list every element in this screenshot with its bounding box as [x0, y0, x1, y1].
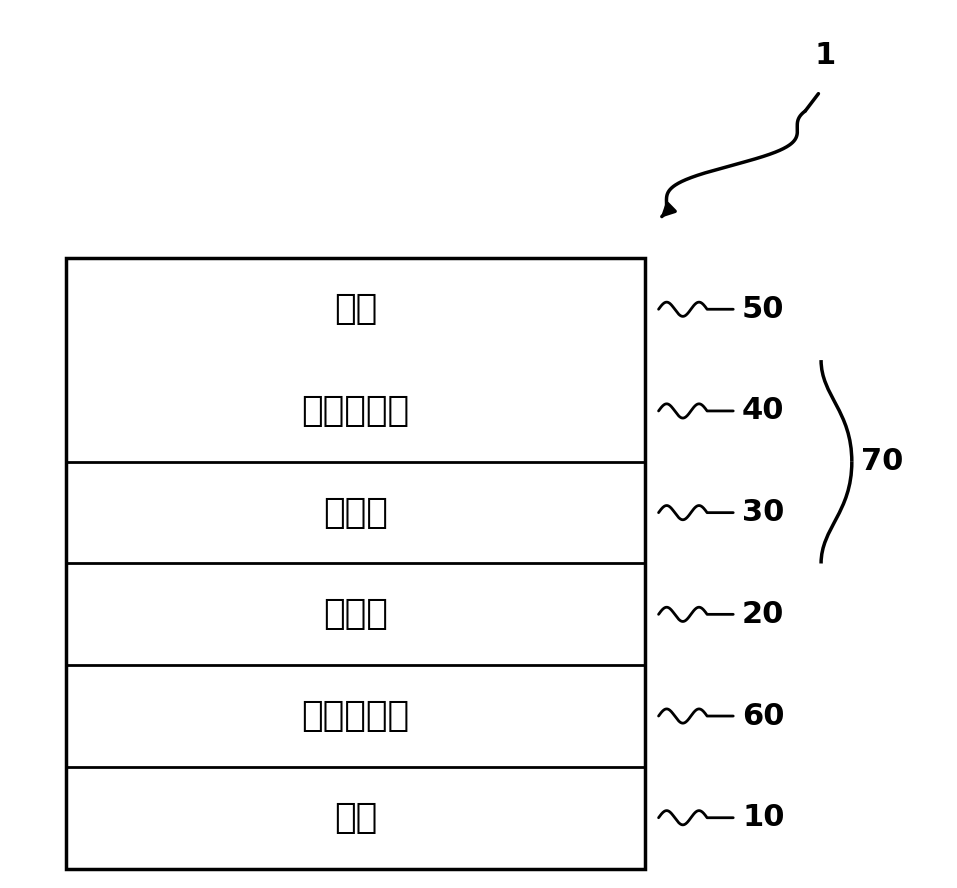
Text: 70: 70 — [860, 448, 903, 476]
Text: 阴极: 阴极 — [334, 292, 377, 326]
Text: 20: 20 — [742, 599, 785, 629]
Text: 阻挡层: 阻挡层 — [323, 496, 388, 529]
Text: 阳极: 阳极 — [334, 801, 377, 835]
Text: 30: 30 — [742, 498, 785, 527]
Text: 10: 10 — [742, 804, 785, 832]
Text: 空穴传输区: 空穴传输区 — [301, 699, 410, 733]
Text: 40: 40 — [742, 396, 785, 425]
Text: 60: 60 — [742, 702, 785, 731]
Text: 电子注入层: 电子注入层 — [301, 394, 410, 428]
Text: 50: 50 — [742, 295, 785, 324]
Bar — [66, 258, 645, 868]
Text: 1: 1 — [814, 41, 836, 70]
Text: 发光层: 发光层 — [323, 598, 388, 631]
